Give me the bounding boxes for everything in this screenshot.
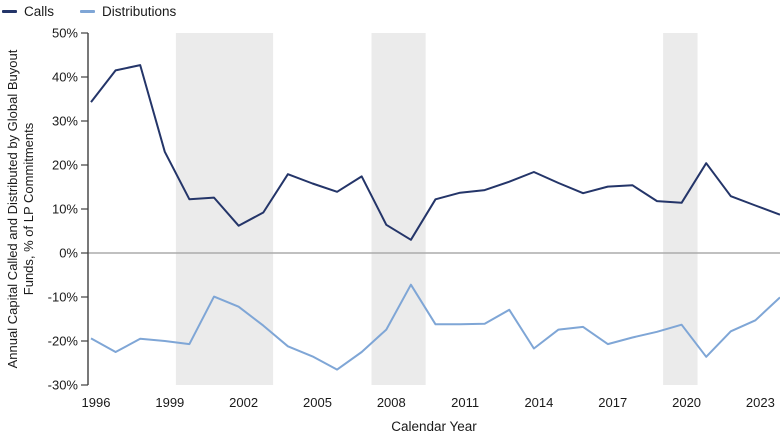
- y-tick-label: 40%: [52, 70, 78, 85]
- x-tick-label: 2020: [672, 395, 701, 410]
- legend-label-distributions: Distributions: [102, 4, 177, 19]
- legend-item-calls: Calls: [2, 4, 54, 19]
- calls-line-swatch-icon: [2, 10, 17, 13]
- x-tick-label: 2011: [451, 395, 479, 410]
- y-axis-title-line2: Funds, % of LP Commitments: [21, 122, 36, 296]
- x-tick-label: 2017: [598, 395, 627, 410]
- x-tick-label: 2002: [229, 395, 258, 410]
- y-tick-label: 20%: [52, 158, 78, 173]
- x-tick-label: 2023: [746, 395, 775, 410]
- x-tick-label: 1999: [155, 395, 184, 410]
- distributions-line: [90, 283, 780, 371]
- y-tick-label: -10%: [48, 290, 79, 305]
- x-tick-label: 2014: [524, 395, 553, 410]
- legend: Calls Distributions: [2, 4, 176, 19]
- x-tick-label: 2008: [377, 395, 406, 410]
- y-axis-title-line1: Annual Capital Called and Distributed by…: [5, 49, 20, 369]
- y-tick-label: 50%: [52, 26, 78, 41]
- legend-label-calls: Calls: [24, 4, 55, 19]
- calls-line: [90, 64, 780, 241]
- y-axis-title: Annual Capital Called and Distributed by…: [5, 33, 39, 385]
- recession-band-3: [663, 33, 698, 385]
- y-tick-label: -30%: [48, 378, 79, 393]
- x-tick-label: 2005: [303, 395, 332, 410]
- legend-item-distributions: Distributions: [80, 4, 176, 19]
- distributions-line-swatch-icon: [80, 10, 96, 13]
- y-tick-label: 0%: [59, 246, 78, 261]
- y-tick-label: 30%: [52, 114, 78, 129]
- x-axis-title: Calendar Year: [391, 419, 477, 434]
- x-tick-label: 1996: [82, 395, 111, 410]
- y-tick-label: -20%: [48, 334, 79, 349]
- recession-band-2: [371, 33, 426, 385]
- y-tick-label: 10%: [52, 202, 78, 217]
